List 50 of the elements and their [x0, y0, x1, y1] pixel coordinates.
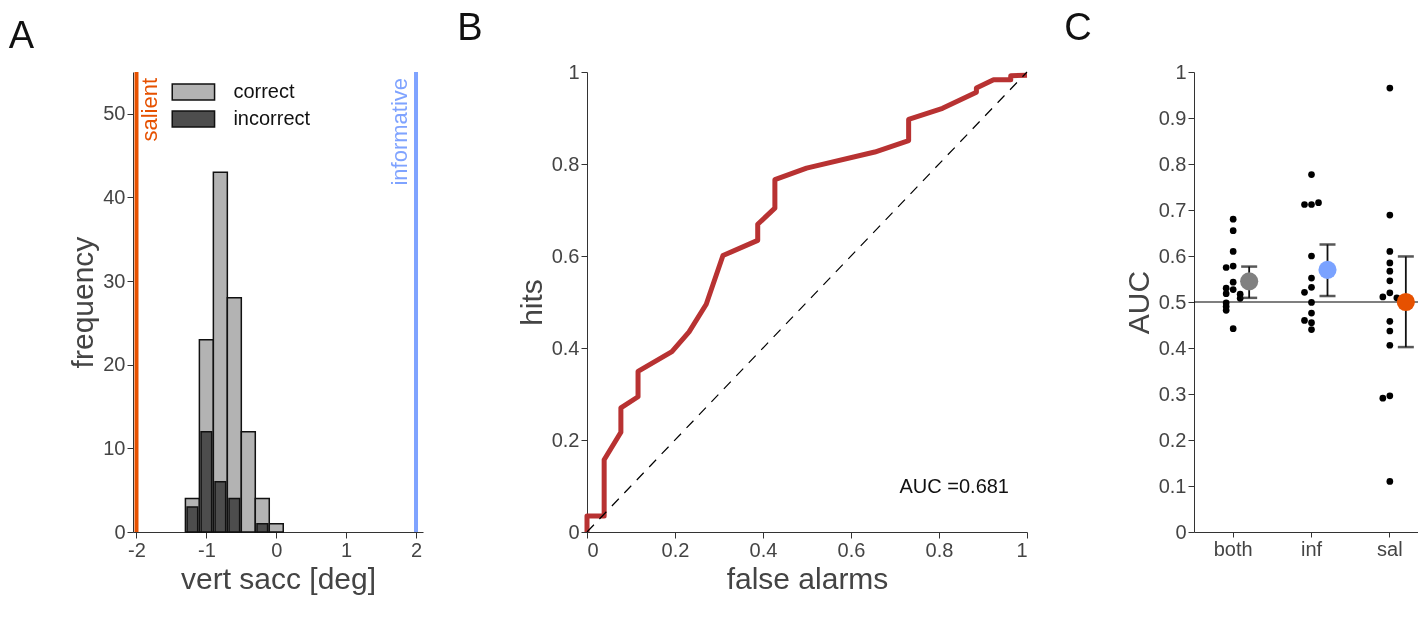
y-tick-label: 1	[1175, 60, 1187, 83]
y-tick-label: 0	[114, 520, 126, 543]
annotation: AUC =0.681	[899, 475, 1009, 497]
y-tick-label: 0.4	[1158, 336, 1187, 359]
x-tick-label: 0	[587, 538, 599, 561]
x-tick-label: 1	[341, 538, 353, 561]
legend-label: correct	[233, 80, 295, 102]
ref-line-label: informative	[387, 78, 413, 186]
y-tick-label: 0.9	[1158, 106, 1187, 129]
y-tick-label: 0.4	[551, 336, 580, 359]
x-tick-label: -2	[128, 538, 146, 561]
y-tick-label: 0.6	[551, 244, 580, 267]
y-axis-title: frequency	[66, 236, 100, 369]
y-tick-label: 40	[103, 185, 126, 208]
x-tick-label: 2	[410, 538, 423, 561]
y-axis-title: hits	[514, 279, 548, 326]
chart-title: C	[1064, 6, 1092, 48]
x-tick-label: 0	[271, 538, 283, 561]
legend-label: incorrect	[233, 107, 311, 129]
y-tick-label: 1	[568, 60, 580, 83]
chart-title: A	[8, 14, 35, 56]
x-axis-title: false alarms	[726, 561, 889, 595]
y-tick-label: 10	[103, 436, 126, 459]
y-axis-title: AUC	[1121, 270, 1155, 335]
x-tick-label: 0.8	[925, 538, 954, 561]
y-tick-label: 0.3	[1158, 382, 1187, 405]
x-tick-label: 0.4	[749, 538, 778, 561]
x-tick-label: sal	[1377, 537, 1403, 560]
y-tick-label: 0.5	[1158, 290, 1187, 313]
x-tick-label: 1	[1016, 538, 1028, 561]
ref-line-label: salient	[137, 78, 163, 142]
y-tick-label: 0.1	[1158, 474, 1187, 497]
x-axis-title: vert sacc [deg]	[180, 561, 377, 595]
y-tick-label: 0	[1175, 520, 1187, 543]
x-tick-label: 0.2	[661, 538, 690, 561]
x-tick-label: inf	[1300, 537, 1323, 560]
x-tick-label: -1	[197, 538, 216, 561]
x-tick-label: 0.6	[837, 538, 866, 561]
y-tick-label: 30	[103, 269, 126, 292]
y-tick-label: 20	[103, 353, 126, 376]
x-tick-label: both	[1213, 537, 1253, 560]
y-tick-label: 0.8	[551, 152, 580, 175]
y-tick-label: 0.7	[1158, 198, 1187, 221]
y-tick-label: 50	[103, 102, 126, 125]
chart-title: B	[457, 6, 483, 48]
y-tick-label: 0.8	[1158, 152, 1187, 175]
y-tick-label: 0.2	[1158, 428, 1187, 451]
y-tick-label: 0.6	[1158, 244, 1187, 267]
y-tick-label: 0.2	[551, 428, 580, 451]
y-tick-label: 0	[568, 520, 580, 543]
